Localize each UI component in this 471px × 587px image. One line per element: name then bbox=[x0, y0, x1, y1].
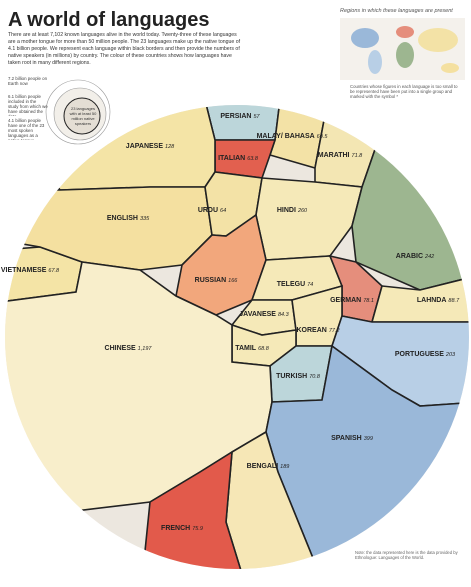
speakers: 399 bbox=[364, 436, 373, 442]
map-note-box: Countries whose figures in each language… bbox=[350, 84, 458, 99]
speakers: 67.8 bbox=[48, 268, 60, 274]
title: A world of languages bbox=[8, 9, 210, 31]
language-name: CHINESE bbox=[105, 345, 136, 352]
language-name: JAPANESE bbox=[126, 143, 164, 150]
legend-circle bbox=[63, 97, 101, 135]
language-name: PORTUGUESE bbox=[395, 351, 444, 358]
cell-label: CHINESE 1,197 bbox=[105, 345, 153, 352]
language-name: MALAY/ BAHASA bbox=[257, 133, 315, 140]
language-name: SPANISH bbox=[331, 435, 362, 442]
speakers: 77.2 bbox=[329, 328, 340, 334]
language-name: FRENCH bbox=[161, 525, 190, 532]
map-note: Countries whose figures in each language… bbox=[350, 84, 458, 99]
language-name: RUSSIAN bbox=[195, 277, 227, 284]
map-region bbox=[368, 50, 382, 74]
language-name: URDU bbox=[198, 207, 218, 214]
map-region bbox=[418, 28, 458, 52]
cell-label: VIETNAMESE 67.8 bbox=[1, 267, 60, 274]
cell-label: PERSIAN 57 bbox=[220, 113, 260, 120]
labels: PERSIAN 57 MALAY/ BAHASA 60.5 ITALIAN 63.8 MAR… bbox=[1, 113, 460, 532]
language-name: TURKISH bbox=[276, 373, 307, 380]
language-name: ENGLISH bbox=[107, 215, 138, 222]
speakers: 203 bbox=[445, 352, 456, 358]
language-name: LAHNDA bbox=[417, 297, 447, 304]
legend-note: 7.2 billion people on Earth now bbox=[8, 76, 48, 86]
map-region bbox=[351, 28, 379, 48]
legend-note-box: 6.1 billion people included in the study… bbox=[8, 94, 48, 116]
speakers: 88.7 bbox=[448, 298, 460, 304]
map-region bbox=[441, 63, 459, 73]
cell-label: URDU 64 bbox=[198, 207, 226, 214]
speakers: 78.1 bbox=[363, 298, 374, 304]
legend: 7.2 billion people on Earth now 6.1 bill… bbox=[8, 76, 111, 145]
speakers: 75.9 bbox=[192, 526, 203, 532]
language-name: PERSIAN bbox=[220, 113, 251, 120]
map-region bbox=[396, 26, 414, 38]
language-cell bbox=[370, 273, 469, 323]
language-name: ARABIC bbox=[396, 253, 423, 260]
cell-label: JAVANESE 84.3 bbox=[239, 311, 289, 318]
language-name: HINDI bbox=[277, 207, 296, 214]
cell-label: RUSSIAN 166 bbox=[195, 277, 239, 284]
cell-label: TURKISH 70.8 bbox=[276, 373, 321, 380]
speakers: 70.8 bbox=[309, 374, 321, 380]
cell-label: SPANISH 399 bbox=[331, 435, 373, 442]
legend-note-box: 4.1 billion people have one of the 23 mo… bbox=[8, 118, 45, 140]
speakers: 84.3 bbox=[278, 312, 290, 318]
language-name: BENGALI bbox=[247, 463, 279, 470]
speakers: 64 bbox=[220, 208, 226, 214]
language-name: ITALIAN bbox=[218, 155, 245, 162]
language-name: KOREAN bbox=[296, 327, 326, 334]
intro-box: There are at least 7,102 known languages… bbox=[8, 32, 241, 67]
speakers: 57 bbox=[254, 114, 261, 120]
speakers: 1,197 bbox=[138, 346, 153, 352]
cell-label: ITALIAN 63.8 bbox=[218, 155, 259, 162]
legend-circle bbox=[45, 79, 111, 145]
cell-label: KOREAN 77.2 bbox=[296, 327, 339, 334]
legend-note-box: 23 languages with at least 50 million na… bbox=[69, 106, 97, 126]
cell-label: ARABIC 242 bbox=[396, 253, 434, 260]
speakers: 260 bbox=[297, 208, 308, 214]
language-name: MARATHI bbox=[318, 152, 350, 159]
cell-label: HINDI 260 bbox=[277, 207, 308, 214]
language-name: TELEGU bbox=[277, 281, 305, 288]
speakers: 189 bbox=[280, 464, 289, 470]
cell-label: MALAY/ BAHASA 60.5 bbox=[257, 133, 329, 140]
cell-label: BENGALI 189 bbox=[247, 463, 290, 470]
map-region bbox=[396, 42, 414, 68]
cell-label: GERMAN 78.1 bbox=[330, 297, 374, 304]
speakers: 71.8 bbox=[352, 153, 364, 159]
speakers: 74 bbox=[307, 282, 313, 288]
cell-label: JAPANESE 128 bbox=[126, 143, 175, 150]
legend-note: 4.1 billion people have one of the 23 mo… bbox=[8, 118, 45, 140]
region-map: Regions in which these languages are pre… bbox=[340, 8, 465, 99]
language-name: VIETNAMESE bbox=[1, 267, 47, 274]
legend-note-box: 7.2 billion people on Earth now bbox=[8, 76, 48, 86]
cell-label: FRENCH 75.9 bbox=[161, 525, 203, 532]
language-name: GERMAN bbox=[330, 297, 361, 304]
language-name: TAMIL bbox=[235, 345, 257, 352]
cell-label: TELEGU 74 bbox=[277, 281, 314, 288]
language-name: JAVANESE bbox=[239, 311, 276, 318]
speakers: 60.5 bbox=[317, 134, 329, 140]
note-box: Note: the data represented here is the d… bbox=[355, 550, 458, 560]
cells bbox=[5, 105, 469, 569]
speakers: 63.8 bbox=[247, 156, 259, 162]
legend-note: 6.1 billion people included in the study… bbox=[8, 94, 48, 116]
cell-label: ENGLISH 335 bbox=[107, 215, 150, 222]
legend-note: 23 languages with at least 50 million na… bbox=[69, 106, 97, 126]
cell-label: TAMIL 68.8 bbox=[235, 345, 270, 352]
map-title: Regions in which these languages are pre… bbox=[340, 8, 453, 14]
speakers: 242 bbox=[424, 254, 434, 260]
cell-label: PORTUGUESE 203 bbox=[395, 351, 456, 358]
speakers: 128 bbox=[165, 144, 175, 150]
note: Note: the data represented here is the d… bbox=[355, 550, 458, 560]
intro: There are at least 7,102 known languages… bbox=[8, 32, 241, 67]
cell-label: LAHNDA 88.7 bbox=[417, 297, 460, 304]
cell-label: MARATHI 71.8 bbox=[318, 152, 363, 159]
speakers: 68.8 bbox=[258, 346, 270, 352]
speakers: 335 bbox=[140, 216, 150, 222]
speakers: 166 bbox=[228, 278, 238, 284]
